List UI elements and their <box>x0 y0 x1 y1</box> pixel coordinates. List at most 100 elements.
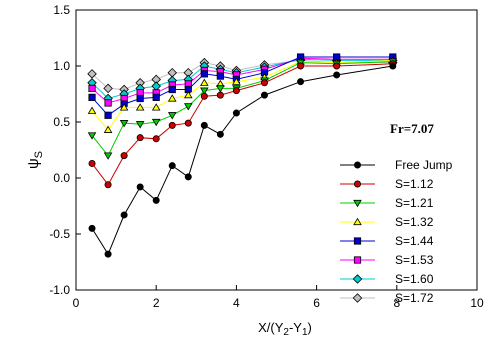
legend-marker <box>353 161 361 169</box>
y-axis-title: ψS <box>25 151 45 169</box>
data-point <box>104 111 112 119</box>
data-point <box>151 81 161 91</box>
data-point <box>136 134 144 142</box>
legend-label: S=1.44 <box>395 234 434 248</box>
legend-label: S=1.12 <box>395 177 434 191</box>
data-point <box>167 94 177 102</box>
data-point <box>104 250 112 258</box>
data-point <box>152 135 160 143</box>
y-tick-label: 1.5 <box>53 3 70 17</box>
data-point <box>87 132 97 140</box>
series-line <box>91 63 393 186</box>
data-point <box>216 85 225 93</box>
legend-label: S=1.72 <box>395 291 434 305</box>
data-point <box>135 103 145 111</box>
legend-entry: S=1.12 <box>340 177 434 191</box>
data-point <box>333 62 341 70</box>
data-point <box>103 125 113 133</box>
data-point <box>200 121 208 129</box>
data-point <box>151 118 161 127</box>
data-point <box>200 70 208 78</box>
legend-entry: S=1.21 <box>340 196 434 210</box>
legend-label: S=1.32 <box>395 215 434 229</box>
x-tick-label: 0 <box>73 296 80 310</box>
series-line <box>91 61 393 157</box>
data-point <box>333 71 341 79</box>
legend-marker <box>353 217 362 226</box>
legend-entry: Free Jump <box>340 158 453 172</box>
data-point <box>389 62 397 70</box>
y-tick-label: -1.0 <box>49 283 70 297</box>
data-point <box>88 224 96 232</box>
data-point <box>104 99 112 107</box>
data-point <box>136 183 144 191</box>
legend-entry: S=1.60 <box>340 272 434 286</box>
x-tick-label: 6 <box>313 296 320 310</box>
data-point <box>216 72 224 80</box>
x-tick-label: 10 <box>470 296 484 310</box>
data-point <box>119 103 129 111</box>
data-point <box>260 91 268 99</box>
data-point <box>103 152 113 160</box>
x-tick-label: 8 <box>393 296 400 310</box>
legend-marker <box>353 199 362 208</box>
data-point <box>167 112 177 120</box>
legend-label: S=1.53 <box>395 253 434 267</box>
legend-marker <box>352 293 363 303</box>
data-point <box>232 77 241 85</box>
data-point <box>167 67 178 78</box>
legend-entry: S=1.72 <box>340 291 434 305</box>
legend-marker <box>352 274 363 284</box>
data-point <box>88 84 96 92</box>
data-point <box>297 78 305 86</box>
series-s-1-12 <box>88 60 397 189</box>
data-point <box>152 196 160 204</box>
x-tick-label: 4 <box>233 296 240 310</box>
data-point <box>87 106 97 114</box>
legend-label: Free Jump <box>395 158 453 172</box>
data-point <box>232 109 240 117</box>
data-point <box>232 87 240 95</box>
data-point <box>168 121 176 129</box>
legend-label: S=1.21 <box>395 196 434 210</box>
y-tick-label: 0.0 <box>53 171 70 185</box>
annotation-fr: Fr=7.07 <box>390 121 434 136</box>
series-free-jump <box>88 62 397 258</box>
data-point <box>297 62 305 70</box>
data-point <box>184 119 192 127</box>
data-point <box>200 92 208 100</box>
data-point <box>151 103 161 111</box>
data-point <box>200 87 209 95</box>
data-point <box>119 120 129 128</box>
plot-area <box>75 9 478 291</box>
data-point <box>135 121 145 129</box>
data-point <box>216 130 224 138</box>
data-point <box>104 181 112 189</box>
data-point <box>168 85 176 94</box>
x-axis-title: X/(Y2-Y1) <box>258 320 312 338</box>
data-point <box>120 152 128 160</box>
legend-entry: S=1.44 <box>340 234 434 248</box>
data-point <box>120 211 128 219</box>
data-point <box>216 91 224 99</box>
data-point <box>183 103 193 111</box>
data-point <box>184 173 192 181</box>
y-tick-label: -0.5 <box>49 227 70 241</box>
data-point <box>183 90 193 99</box>
data-point <box>103 83 113 94</box>
plot-frame <box>75 9 478 291</box>
data-point <box>200 78 209 86</box>
series-line <box>91 59 393 131</box>
legend-label: S=1.60 <box>395 272 434 286</box>
data-point <box>152 93 160 101</box>
legend: Free Jump S=1.12 S=1.21 S=1.32 S=1.44 S=1.53 S… <box>340 158 453 305</box>
legend-marker <box>353 256 362 264</box>
legend-entry: S=1.53 <box>340 253 434 267</box>
data-point <box>88 159 96 167</box>
axes: 0 2 4 6 8 10 -1.0 -0.5 0.0 0.5 1.0 1.5 <box>49 3 484 310</box>
series-line <box>91 59 393 91</box>
series-line <box>91 65 393 256</box>
legend-marker <box>353 180 361 188</box>
legend-entry: S=1.32 <box>340 215 434 229</box>
